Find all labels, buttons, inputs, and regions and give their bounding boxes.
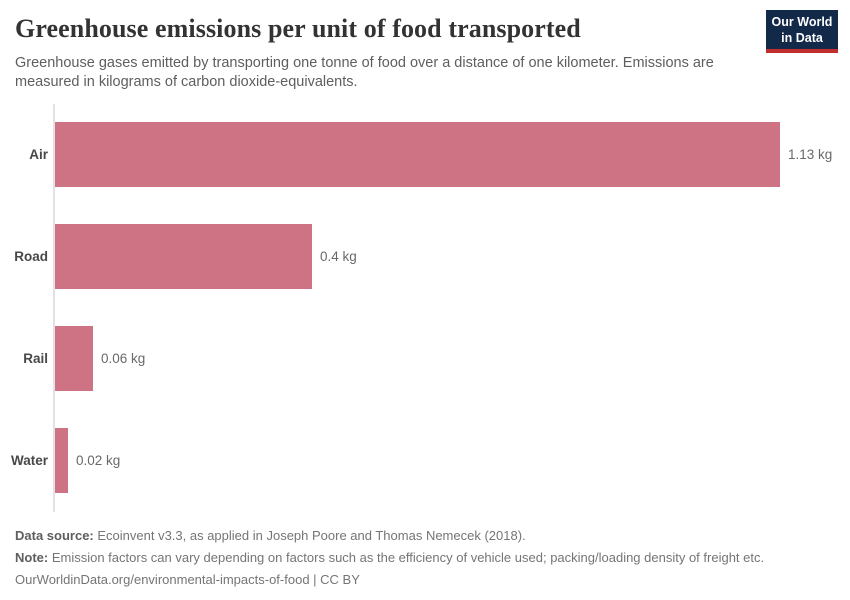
note-text: Emission factors can vary depending on f… xyxy=(48,550,765,565)
bar-chart: Air 1.13 kg Road 0.4 kg Rail 0.06 kg Water 0.02… xyxy=(0,104,850,512)
data-source-line: Data source: Ecoinvent v3.3, as applied … xyxy=(15,525,835,547)
category-label: Water xyxy=(10,453,48,468)
plot-area: Air 1.13 kg Road 0.4 kg Rail 0.06 kg Water 0.02… xyxy=(0,122,850,530)
data-source-text: Ecoinvent v3.3, as applied in Joseph Poo… xyxy=(93,528,526,543)
category-label: Rail xyxy=(23,351,48,366)
y-axis-line xyxy=(53,104,55,512)
bar[interactable] xyxy=(55,224,312,289)
bar-row: Air 1.13 kg xyxy=(0,122,850,187)
owid-logo-line2: in Data xyxy=(781,31,823,45)
chart-subtitle: Greenhouse gases emitted by transporting… xyxy=(15,55,714,90)
bar-row: Rail 0.06 kg xyxy=(0,326,850,391)
note-label: Note: xyxy=(15,550,49,565)
category-label: Road xyxy=(14,249,48,264)
value-label: 0.4 kg xyxy=(320,249,357,264)
value-label: 1.13 kg xyxy=(788,147,833,162)
bar-row: Water 0.02 kg xyxy=(0,428,850,493)
bar[interactable] xyxy=(55,122,780,187)
footer-url-license[interactable]: OurWorldinData.org/environmental-impacts… xyxy=(15,572,360,587)
value-label: 0.02 kg xyxy=(76,453,121,468)
chart-footer: Data source: Ecoinvent v3.3, as applied … xyxy=(15,525,835,591)
data-source-label: Data source: xyxy=(15,528,94,543)
bar-row: Road 0.4 kg xyxy=(0,224,850,289)
owid-logo-text: Our World in Data xyxy=(766,10,838,49)
chart-title: Greenhouse emissions per unit of food tr… xyxy=(15,14,581,43)
value-label: 0.06 kg xyxy=(101,351,146,366)
bar[interactable] xyxy=(55,326,93,391)
bar[interactable] xyxy=(55,428,68,493)
category-label: Air xyxy=(29,147,48,162)
note-line: Note: Emission factors can vary dependin… xyxy=(15,547,835,569)
owid-logo-line1: Our World xyxy=(771,15,833,29)
owid-logo[interactable]: Our World in Data xyxy=(766,10,838,53)
owid-logo-red-strip xyxy=(766,49,838,53)
